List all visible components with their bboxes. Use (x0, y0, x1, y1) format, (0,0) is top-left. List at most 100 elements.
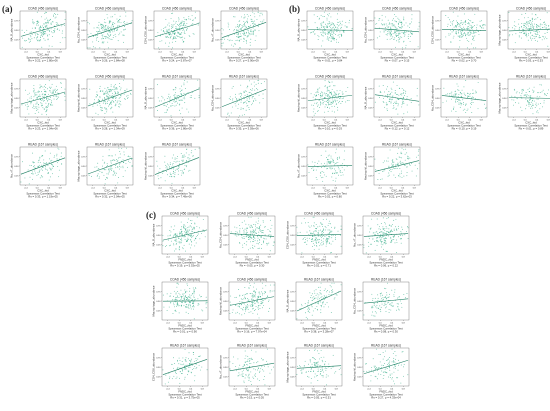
scatter-plot-a-4: COAD (456 samples)0.250.500.75-0.4 0.0 0.4… (211, 7, 268, 63)
data-point (96, 175, 98, 177)
x-tick-label: -0.4 (445, 119, 450, 121)
data-point (336, 103, 337, 105)
data-point (257, 307, 259, 309)
data-point (453, 26, 455, 28)
data-point (48, 171, 50, 173)
data-point (125, 163, 127, 165)
data-point (93, 102, 95, 104)
data-point (336, 28, 338, 30)
data-point (368, 245, 370, 247)
data-point (331, 34, 333, 35)
data-point (237, 100, 238, 102)
y-tick-label: 0.75 (435, 20, 440, 22)
data-point (453, 20, 455, 21)
data-point (41, 16, 42, 18)
data-point (48, 80, 50, 82)
data-point (483, 27, 485, 29)
data-point (238, 24, 240, 26)
data-point (206, 299, 208, 301)
data-point (321, 242, 323, 244)
data-point (403, 89, 405, 91)
data-point (36, 101, 38, 103)
x-axis-label: FNDC_rbd (312, 324, 326, 328)
data-point (41, 33, 43, 35)
data-point (457, 23, 459, 25)
data-point (312, 235, 314, 237)
data-point (260, 291, 262, 293)
data-point (458, 24, 460, 25)
data-point (188, 352, 190, 354)
data-point (39, 177, 41, 179)
data-point (194, 380, 195, 382)
y-tick-label: 0.75 (156, 225, 161, 227)
data-point (390, 168, 392, 170)
data-point (479, 20, 481, 22)
data-point (337, 161, 339, 163)
data-point (242, 33, 244, 34)
data-point (531, 23, 533, 25)
data-point (168, 107, 170, 109)
x-tick-label: 0.0 (524, 119, 528, 121)
data-point (380, 306, 382, 308)
data-point (250, 38, 252, 40)
data-point (394, 89, 396, 91)
x-tick-label: 0.0 (323, 187, 327, 189)
data-point (407, 158, 409, 160)
data-point (186, 232, 188, 234)
data-point (38, 29, 40, 31)
data-point (35, 107, 37, 109)
data-point (308, 237, 310, 239)
data-point (259, 239, 261, 241)
data-point (378, 236, 380, 238)
data-point (120, 22, 122, 24)
data-point (165, 42, 166, 44)
data-point (329, 100, 331, 102)
data-point (363, 244, 365, 246)
data-point (255, 291, 257, 293)
data-point (92, 105, 94, 107)
data-point (516, 91, 518, 93)
data-point (316, 91, 318, 93)
data-point (376, 304, 378, 306)
data-point (188, 307, 190, 309)
data-point (175, 292, 177, 294)
data-point (324, 235, 326, 237)
data-point (394, 92, 396, 94)
data-point (188, 35, 190, 37)
data-point (390, 240, 392, 241)
data-point (247, 18, 248, 20)
data-point (51, 163, 53, 165)
data-point (387, 157, 389, 159)
data-point (237, 29, 238, 31)
data-point (322, 32, 324, 34)
data-point (328, 243, 330, 245)
data-point (107, 173, 109, 175)
data-point (379, 239, 381, 241)
data-point (332, 100, 334, 102)
data-point (242, 31, 244, 32)
data-point (113, 85, 115, 87)
data-point (191, 150, 193, 152)
data-point (48, 103, 50, 105)
data-point (307, 310, 309, 312)
data-point (384, 222, 386, 224)
data-point (128, 155, 130, 157)
data-point (539, 37, 541, 39)
data-point (311, 161, 313, 163)
data-point (174, 99, 175, 101)
data-point (167, 28, 169, 30)
data-point (116, 100, 118, 102)
data-point (262, 301, 264, 303)
data-point (321, 95, 323, 97)
data-point (42, 86, 44, 88)
data-point (325, 245, 327, 247)
data-point (309, 230, 311, 232)
data-point (192, 303, 194, 305)
test-caption: Spearman Correlation Test (160, 124, 193, 128)
data-point (306, 243, 308, 245)
data-point (40, 36, 42, 38)
data-point (324, 174, 326, 176)
data-point (187, 91, 189, 93)
plot-title: COAD (456 samples) (516, 7, 546, 11)
data-point (334, 111, 336, 113)
